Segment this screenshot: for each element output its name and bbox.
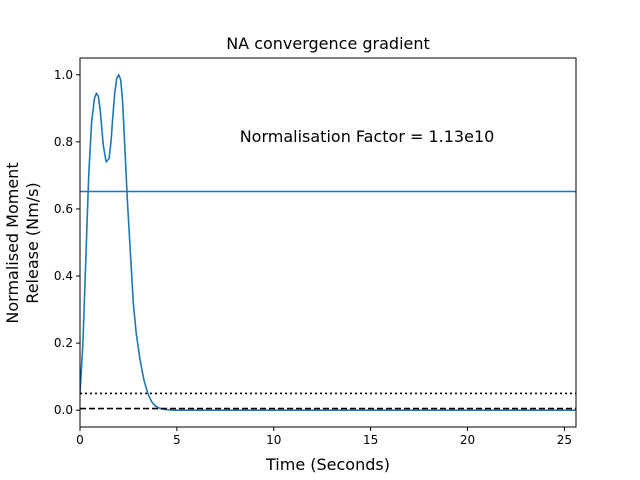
y-tick-label: 0.4 [54,269,73,283]
x-axis-label: Time (Seconds) [265,455,390,474]
y-tick-label: 0.8 [54,135,73,149]
x-tick-label: 25 [557,433,572,447]
y-tick-label: 0.2 [54,336,73,350]
x-tick-label: 5 [173,433,181,447]
y-axis-label-line-2: Release (Nm/s) [23,182,42,303]
x-tick-label: 0 [76,433,84,447]
x-tick-label: 10 [266,433,281,447]
x-tick-label: 15 [363,433,378,447]
plot-area: 0 5 10 15 20 25 0.0 0.2 0.4 0.6 0.8 1.0 [54,57,577,447]
y-axis-label-line-1: Normalised Moment [3,162,22,323]
y-tick-label: 1.0 [54,68,73,82]
series-line-1 [80,73,576,412]
plot-frame [79,57,577,428]
y-tick-label: 0.0 [54,403,73,417]
y-tick-label: 0.6 [54,202,73,216]
normalisation-annotation: Normalisation Factor = 1.13e10 [240,127,495,146]
x-tick-label: 20 [460,433,475,447]
chart-title: NA convergence gradient [226,34,430,53]
